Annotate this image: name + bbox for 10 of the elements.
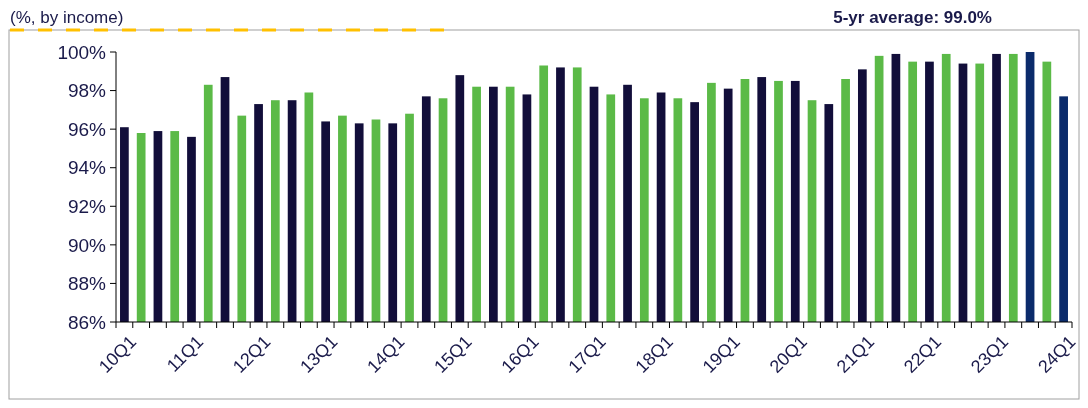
chart-subtitle: 5-yr average: 99.0% bbox=[833, 8, 992, 27]
y-tick-label: 92% bbox=[67, 195, 107, 217]
y-tick-label: 86% bbox=[67, 311, 107, 333]
y-tick-label: 94% bbox=[67, 157, 107, 179]
y-tick-label: 96% bbox=[67, 118, 107, 140]
y-tick-label: 100% bbox=[57, 41, 107, 63]
y-tick-label: 90% bbox=[67, 234, 107, 256]
y-tick-label: 88% bbox=[67, 273, 107, 295]
chart-title: (%, by income) bbox=[10, 8, 124, 27]
y-tick-label: 98% bbox=[67, 80, 107, 102]
